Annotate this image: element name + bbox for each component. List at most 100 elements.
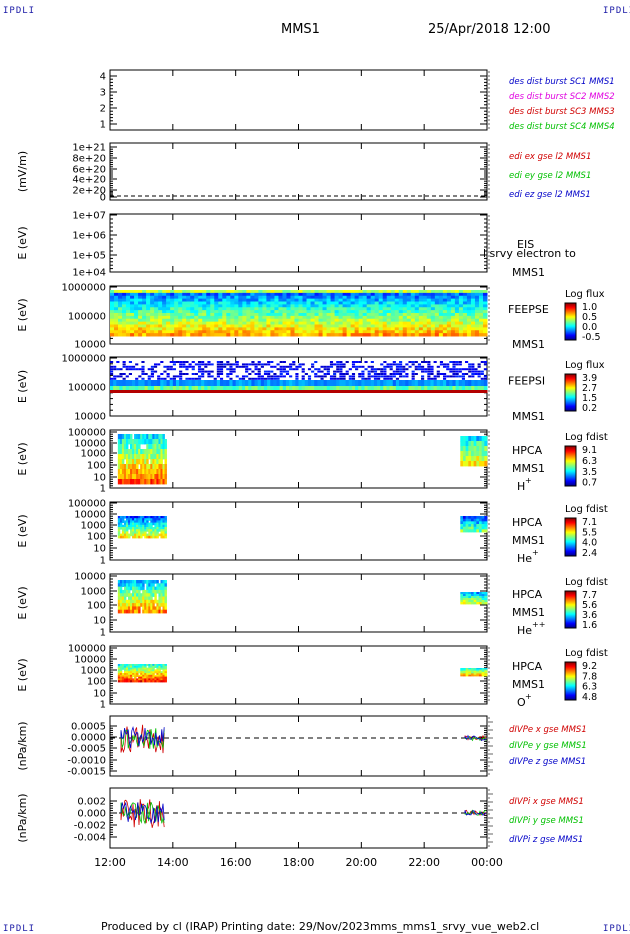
feepse-cell <box>434 324 440 328</box>
hpca_he2-patch-cell <box>132 596 135 601</box>
feepsi-speckle <box>389 363 393 366</box>
hpca_he1-patch-cell <box>123 520 127 523</box>
feepse-cell <box>422 324 428 328</box>
hpca_o-patch-cell <box>119 673 123 676</box>
feepsi-speckle <box>135 363 139 366</box>
feepse-cell <box>290 307 295 311</box>
feepse-cell <box>342 324 348 328</box>
hpca_he1-patch-cell <box>132 522 135 526</box>
feepse-cell <box>186 327 191 331</box>
feepse-cell <box>342 318 348 323</box>
feepse-cell <box>214 304 219 308</box>
feepsi-speckle <box>377 368 381 371</box>
feepsi-cell <box>471 380 475 386</box>
feepse-cell <box>294 333 299 337</box>
hpca_o-patch-cell <box>481 673 485 676</box>
feepsi-cell <box>326 386 331 390</box>
feepsi-speckle <box>263 377 268 380</box>
feepse-cell <box>318 313 324 317</box>
feepse-cell <box>214 321 219 325</box>
feepsi-cell <box>110 390 114 393</box>
hpca_h-patch-cell <box>119 474 123 480</box>
hpca_he2-patch-cell <box>144 609 147 614</box>
hpca_h-patch-cell <box>476 441 480 447</box>
hpca_h-patch-cell <box>117 469 121 475</box>
hpca_o-patch-cell <box>473 674 477 677</box>
feepsi-speckle <box>395 377 400 380</box>
feepsi-speckle <box>254 363 258 366</box>
hpca_h-patch-cell <box>481 461 485 467</box>
hpca_he1-patch-cell <box>132 531 135 534</box>
feepse-cell <box>370 304 376 308</box>
hpca_he2-patch-cell <box>154 609 157 614</box>
feepsi-cell <box>113 386 117 390</box>
feepse-cell <box>266 324 271 328</box>
feepsi-cell <box>301 380 306 386</box>
feepsi-cell <box>207 386 212 390</box>
feepsi-speckle <box>197 368 202 371</box>
hpca_o-patch-cell <box>148 674 151 677</box>
hpca_h-patch-cell <box>152 454 155 460</box>
feepse-cell <box>202 324 207 328</box>
feepsi-cell <box>455 380 460 386</box>
hpca_he2-patch-cell <box>150 589 153 594</box>
feepse-cell <box>262 315 267 320</box>
hpca_o-patch-cell <box>460 673 464 676</box>
feepse-cell <box>286 327 291 331</box>
hpca_he2-patch-cell <box>460 594 464 597</box>
eis-instrument-label: EIS <box>517 238 534 251</box>
hpca_he1-patch-cell <box>119 535 123 539</box>
feepsi-cell <box>468 380 472 386</box>
hpca_h-patch-cell <box>123 439 127 445</box>
feepse-cell <box>114 310 119 314</box>
feepsi-cell <box>355 380 359 386</box>
feepse-cell <box>378 330 384 334</box>
feepse-cell <box>150 304 155 308</box>
feepse-cell <box>346 310 352 314</box>
hpca_o-patch-cell <box>476 672 480 674</box>
feepsi-cell <box>248 386 252 390</box>
feepse-cell <box>342 313 348 317</box>
feepse-cell <box>318 292 324 297</box>
feepse-cell <box>142 313 147 317</box>
feepse-cell <box>146 313 151 317</box>
feepse-cell <box>398 304 404 308</box>
feepse-cell <box>390 290 396 294</box>
feepse-cell <box>138 333 143 337</box>
feepse-cell <box>434 301 440 305</box>
feepse-cell <box>134 310 139 314</box>
hpca_he1-patch-cell <box>123 531 127 534</box>
feepse-cell <box>190 304 195 308</box>
feepsi-speckle <box>285 373 290 375</box>
feepsi-cell <box>465 390 469 393</box>
feepsi-cell <box>292 390 296 393</box>
feepse-cell <box>466 301 472 305</box>
feepse-cell <box>390 310 396 314</box>
feepsi-cell <box>430 386 435 390</box>
feepse-cell <box>122 327 127 331</box>
feepsi-cell <box>461 386 466 390</box>
feepse-cell <box>118 313 123 317</box>
hpca_he2-patch-cell <box>123 589 127 594</box>
feepsi-cell <box>229 380 234 386</box>
hpca_he2-patch-cell <box>117 606 121 611</box>
feepse-cell <box>246 313 251 317</box>
hpca_o-species-charge: + <box>525 692 532 701</box>
feepse-cell <box>302 301 308 305</box>
feepse-cell <box>202 318 207 323</box>
hpca_he2-patch-cell <box>468 598 472 601</box>
feepse-cell <box>122 301 127 305</box>
hpca_he2-patch-cell <box>476 594 480 597</box>
feepse-cell <box>278 315 283 320</box>
hpca_o-patch-cell <box>140 680 143 683</box>
hpca_he1-patch-cell <box>121 518 125 521</box>
feepse-cell <box>146 290 151 294</box>
feepsi-cell <box>172 380 177 386</box>
feepse-cell <box>338 298 344 302</box>
hpca_h-patch-cell <box>148 479 151 485</box>
feepse-cell <box>146 330 151 334</box>
hpca_he2-patch-cell <box>130 596 133 601</box>
feepse-cell <box>142 333 147 337</box>
feepsi-speckle <box>267 377 271 380</box>
feepsi-speckle <box>257 377 261 380</box>
